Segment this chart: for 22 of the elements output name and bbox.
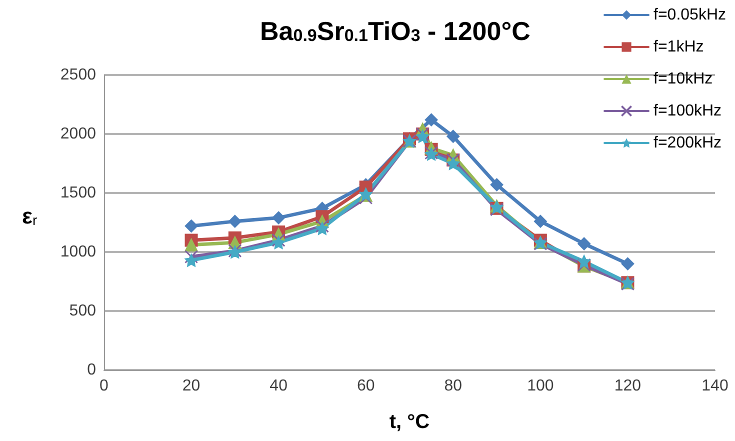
y-tick-label: 500 <box>69 302 96 320</box>
x-tick-label: 80 <box>444 378 462 394</box>
legend-label: f=0.05kHz <box>654 6 726 24</box>
chart-title: Ba0.9Sr0.1TiO3 - 1200°C <box>260 16 531 46</box>
legend-label: f=1kHz <box>654 38 704 56</box>
x-tick-label: 100 <box>527 378 554 394</box>
y-tick-label: 2500 <box>60 66 96 84</box>
x-tick-label: 60 <box>356 378 375 394</box>
y-tick-label: 0 <box>87 362 96 378</box>
x-tick-label: 0 <box>100 378 109 394</box>
legend-label: f=10kHz <box>654 70 713 88</box>
y-axis-title: εr <box>22 204 38 228</box>
x-tick-label: 140 <box>702 378 728 394</box>
legend-label: f=200kHz <box>654 134 722 152</box>
y-tick-label: 2000 <box>60 126 96 142</box>
x-axis-title: t, °C <box>389 411 430 433</box>
x-tick-label: 20 <box>182 378 200 394</box>
x-tick-label: 120 <box>614 378 642 394</box>
x-tick-label: 40 <box>270 378 288 394</box>
legend-label: f=100kHz <box>654 102 722 120</box>
y-tick-label: 1000 <box>60 244 96 260</box>
y-tick-label: 1500 <box>60 184 96 202</box>
